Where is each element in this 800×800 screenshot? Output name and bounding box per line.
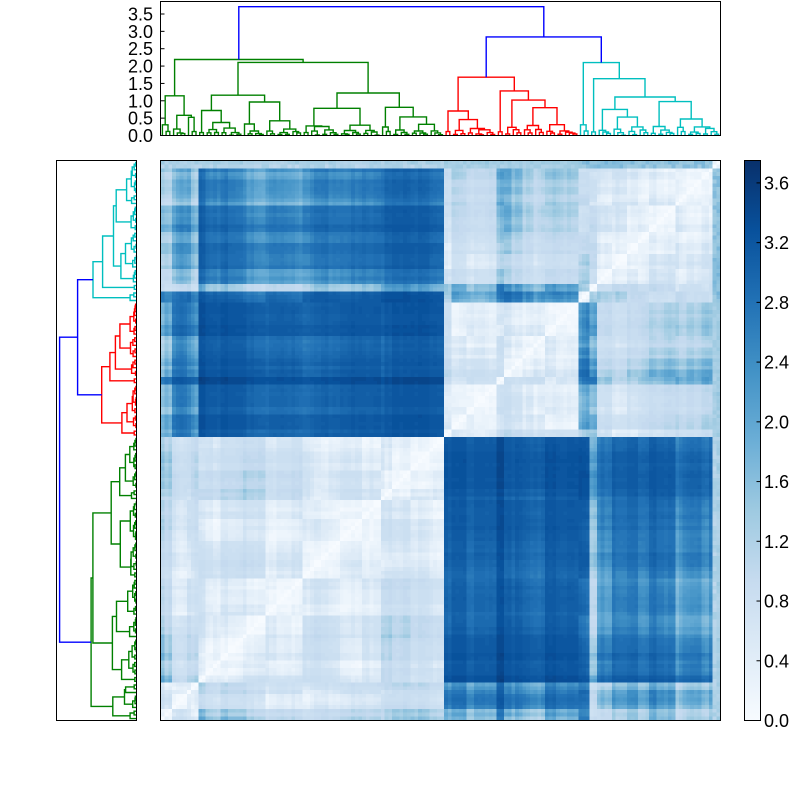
svg-text:0.4: 0.4 [764, 651, 789, 671]
svg-text:3.2: 3.2 [764, 233, 789, 253]
svg-text:3.6: 3.6 [764, 173, 789, 193]
svg-text:2.4: 2.4 [764, 353, 789, 373]
svg-text:0.5: 0.5 [128, 109, 153, 129]
svg-text:0.0: 0.0 [764, 711, 789, 731]
svg-text:2.5: 2.5 [128, 39, 153, 59]
svg-text:2.0: 2.0 [764, 412, 789, 432]
svg-text:1.5: 1.5 [128, 74, 153, 94]
svg-text:3.0: 3.0 [128, 22, 153, 42]
svg-text:1.6: 1.6 [764, 472, 789, 492]
svg-text:0.8: 0.8 [764, 592, 789, 612]
svg-text:2.8: 2.8 [764, 293, 789, 313]
svg-text:0.0: 0.0 [128, 126, 153, 146]
svg-text:1.0: 1.0 [128, 91, 153, 111]
svg-text:1.2: 1.2 [764, 532, 789, 552]
svg-text:2.0: 2.0 [128, 57, 153, 77]
svg-text:3.5: 3.5 [128, 5, 153, 25]
